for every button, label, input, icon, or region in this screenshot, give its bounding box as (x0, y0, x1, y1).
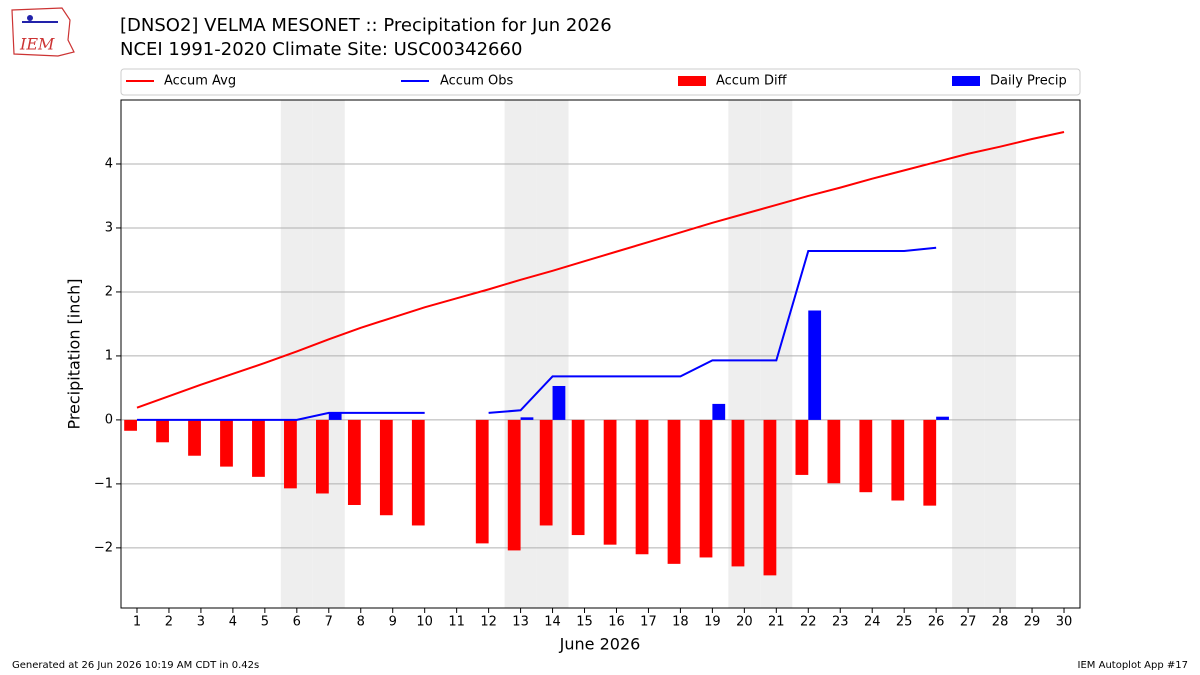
y-tick-label: −1 (94, 476, 113, 491)
x-tick-label: 25 (896, 615, 913, 630)
bar (891, 419, 905, 501)
bar (603, 419, 617, 545)
bar (507, 419, 521, 551)
bar (315, 419, 329, 494)
plot-frame (120, 99, 1081, 609)
bar (347, 419, 361, 505)
x-tick-label: 23 (832, 615, 849, 630)
footer-left: Generated at 26 Jun 2026 10:19 AM CDT in… (12, 660, 259, 671)
bar (859, 419, 873, 493)
weekend-shade (952, 100, 985, 608)
x-tick-label: 11 (448, 615, 465, 630)
y-tick-label: 1 (105, 348, 113, 363)
x-tick-label: 30 (1056, 615, 1073, 630)
legend-swatch (678, 76, 706, 86)
legend: Accum Avg Accum Obs Accum Diff Daily Precip (120, 68, 1081, 96)
bar (220, 419, 233, 467)
legend-label: Accum Diff (716, 74, 788, 89)
bar (475, 419, 489, 544)
x-tick-label: 14 (544, 615, 561, 630)
x-tick-label: 7 (325, 615, 333, 630)
bar (795, 419, 809, 475)
chart-title: [DNSO2] VELMA MESONET :: Precipitation f… (120, 15, 612, 36)
x-tick-label: 6 (293, 615, 301, 630)
bar (571, 419, 585, 536)
bar (763, 419, 777, 576)
x-tick-label: 16 (608, 615, 625, 630)
x-tick-label: 4 (229, 615, 237, 630)
y-tick-label: 0 (105, 412, 113, 427)
x-axis-label: June 2026 (559, 635, 641, 654)
line (136, 246, 937, 421)
legend-label: Daily Precip (990, 74, 1067, 89)
legend-box (120, 68, 1081, 96)
x-tick-label: 9 (389, 615, 397, 630)
x-tick-label: 24 (864, 615, 881, 630)
legend-label: Accum Avg (164, 74, 236, 89)
bar (731, 419, 745, 567)
bar (923, 419, 937, 506)
x-tick-label: 26 (928, 615, 945, 630)
bar (411, 419, 425, 526)
x-tick-label: 21 (768, 615, 785, 630)
bar (379, 419, 393, 516)
line (136, 131, 1065, 409)
bar (808, 310, 822, 420)
bar (124, 419, 137, 431)
weekend-shade (984, 100, 1017, 608)
y-tick-label: 4 (105, 156, 113, 171)
y-axis-label: Precipitation [inch] (65, 278, 84, 429)
x-tick-label: 3 (197, 615, 205, 630)
x-tick-label: 2 (165, 615, 173, 630)
bar (188, 419, 201, 456)
y-tick-label: 3 (105, 220, 113, 235)
x-tick-label: 13 (512, 615, 529, 630)
bar (552, 385, 566, 420)
x-tick-label: 27 (960, 615, 977, 630)
x-tick-label: 5 (261, 615, 269, 630)
weekend-shade (312, 100, 345, 608)
bar (539, 419, 553, 526)
x-tick-label: 12 (480, 615, 497, 630)
x-tick-label: 22 (800, 615, 817, 630)
x-tick-label: 20 (736, 615, 753, 630)
x-tick-label: 1 (133, 615, 141, 630)
x-tick-label: 28 (992, 615, 1009, 630)
x-tick-label: 10 (416, 615, 433, 630)
x-tick-label: 19 (704, 615, 721, 630)
logo: IEM (11, 7, 75, 57)
y-tick-label: 2 (105, 284, 113, 299)
bar (284, 419, 297, 489)
bar (667, 419, 681, 564)
bar (520, 417, 534, 420)
legend-swatch (952, 76, 980, 86)
bar (635, 419, 649, 555)
x-tick-label: 18 (672, 615, 689, 630)
chart-subtitle: NCEI 1991-2020 Climate Site: USC00342660 (120, 39, 522, 60)
bar (156, 419, 169, 443)
x-tick-label: 29 (1024, 615, 1041, 630)
x-tick-label: 15 (576, 615, 593, 630)
weekend-shade (280, 100, 313, 608)
legend-label: Accum Obs (440, 74, 513, 89)
x-tick-label: 8 (357, 615, 365, 630)
bar (712, 403, 726, 420)
bar (936, 416, 949, 420)
x-tick-label: 17 (640, 615, 657, 630)
bar (328, 412, 342, 420)
bar (827, 419, 841, 484)
logo-text: IEM (19, 35, 55, 54)
footer-right: IEM Autoplot App #17 (1078, 660, 1188, 671)
y-tick-label: −2 (94, 540, 113, 555)
bar (252, 419, 265, 477)
bar (699, 419, 713, 558)
weekend-shade (536, 100, 569, 608)
